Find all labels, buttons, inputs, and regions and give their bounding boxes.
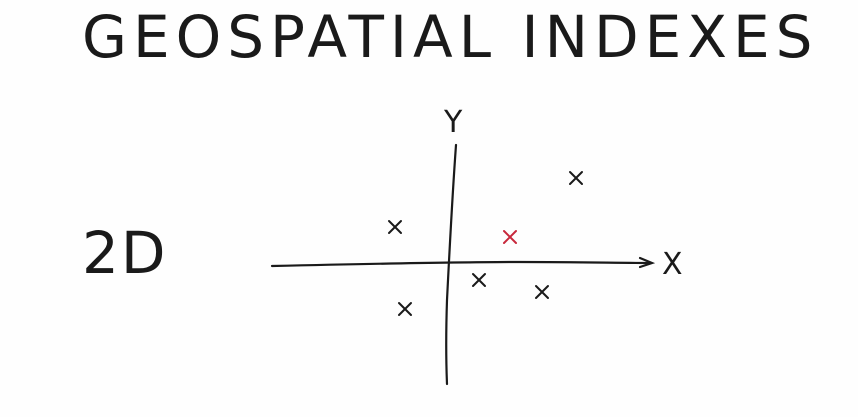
page-title: GEOSPATIAL INDEXES bbox=[82, 3, 819, 71]
point-query-marker bbox=[503, 230, 517, 244]
point-lower-right-marker bbox=[535, 285, 549, 299]
x-axis bbox=[270, 260, 652, 268]
y-axis-label: Y bbox=[443, 105, 463, 140]
x-axis-label: X bbox=[662, 247, 683, 282]
x-axis-arrowhead bbox=[638, 256, 656, 269]
point-upper-left-marker bbox=[388, 220, 402, 234]
point-lower-left-marker bbox=[398, 302, 412, 316]
points-layer bbox=[388, 171, 583, 316]
point-upper-right-marker bbox=[569, 171, 583, 185]
point-lower-center-marker bbox=[472, 273, 486, 287]
y-axis bbox=[445, 143, 458, 386]
dimension-label: 2D bbox=[82, 219, 168, 287]
